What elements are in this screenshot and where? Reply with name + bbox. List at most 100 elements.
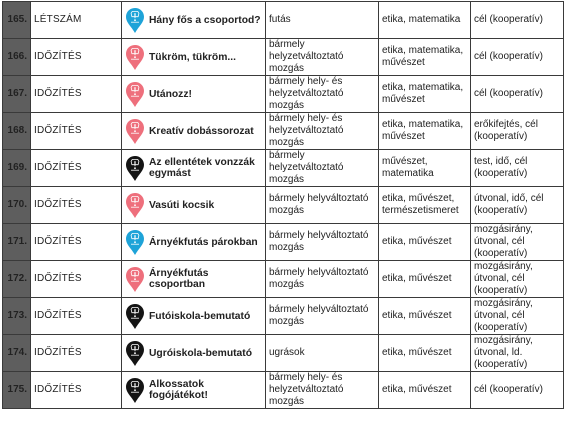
goals-cell: cél (kooperatív) xyxy=(470,75,564,113)
goals-cell: cél (kooperatív) xyxy=(470,1,564,39)
category-cell: IDŐZÍTÉS xyxy=(30,334,122,372)
row-number: 167. xyxy=(2,75,31,113)
activity-cell: bármely hely- és helyzetváltoztató mozgá… xyxy=(265,112,379,150)
table-row: 175. IDŐZÍTÉS Alkossatok fogójátékot! bárme… xyxy=(2,371,564,409)
row-number: 171. xyxy=(2,223,31,261)
game-name-cell: Utánozz! xyxy=(121,75,266,113)
table-row: 172. IDŐZÍTÉS Árnyékfutás csoportban bármel… xyxy=(2,260,564,298)
game-name-cell: Árnyékfutás csoportban xyxy=(121,260,266,298)
game-name-cell: Az ellentétek vonzzák egymást xyxy=(121,149,266,187)
game-name-wrapper: Kreatív dobássorozat xyxy=(125,118,262,145)
black-pin-icon xyxy=(125,155,145,182)
row-number: 166. xyxy=(2,38,31,76)
activity-cell: bármely helyzetváltoztató mozgás xyxy=(265,149,379,187)
black-pin-icon xyxy=(125,377,145,404)
goals-cell: mozgásirány, útvonal, ld. (kooperatív) xyxy=(470,334,564,372)
table-row: 171. IDŐZÍTÉS Árnyékfutás párokban bármely … xyxy=(2,223,564,261)
pink-pin-icon xyxy=(125,44,145,71)
goals-cell: mozgásirány, útvonal, cél (kooperatív) xyxy=(470,297,564,335)
activity-cell: bármely hely- és helyzetváltoztató mozgá… xyxy=(265,75,379,113)
row-number: 175. xyxy=(2,371,31,409)
game-name-cell: Tükröm, tükröm... xyxy=(121,38,266,76)
pink-pin-icon xyxy=(125,266,145,293)
game-name: Futóiskola-bemutató xyxy=(149,310,251,322)
category-cell: IDŐZÍTÉS xyxy=(30,112,122,150)
game-name: Alkossatok fogójátékot! xyxy=(149,379,208,401)
category-cell: IDŐZÍTÉS xyxy=(30,149,122,187)
subjects-cell: etika, művészet, természetismeret xyxy=(378,186,471,224)
activity-cell: ugrások xyxy=(265,334,379,372)
category-cell: IDŐZÍTÉS xyxy=(30,75,122,113)
game-name-cell: Kreatív dobássorozat xyxy=(121,112,266,150)
table-row: 166. IDŐZÍTÉS Tükröm, tükröm... bármely hel… xyxy=(2,38,564,76)
table-row: 165. LÉTSZÁM Hány fős a csoportod? futás eti… xyxy=(2,1,564,39)
subjects-cell: etika, matematika, művészet xyxy=(378,38,471,76)
subjects-cell: művészet, matematika xyxy=(378,149,471,187)
game-name-wrapper: Árnyékfutás párokban xyxy=(125,229,262,256)
category-cell: LÉTSZÁM xyxy=(30,1,122,39)
subjects-cell: etika, művészet xyxy=(378,260,471,298)
goals-cell: mozgásirány, útvonal, cél (kooperatív) xyxy=(470,260,564,298)
game-name-wrapper: Futóiskola-bemutató xyxy=(125,303,262,330)
game-name-cell: Ugróiskola-bemutató xyxy=(121,334,266,372)
activity-cell: futás xyxy=(265,1,379,39)
subjects-cell: etika, matematika, művészet xyxy=(378,112,471,150)
row-number: 170. xyxy=(2,186,31,224)
goals-cell: cél (kooperatív) xyxy=(470,371,564,409)
game-name: Utánozz! xyxy=(149,88,192,100)
category-cell: IDŐZÍTÉS xyxy=(30,260,122,298)
subjects-cell: etika, művészet xyxy=(378,297,471,335)
category-cell: IDŐZÍTÉS xyxy=(30,186,122,224)
subjects-cell: etika, művészet xyxy=(378,371,471,409)
category-cell: IDŐZÍTÉS xyxy=(30,38,122,76)
category-cell: IDŐZÍTÉS xyxy=(30,297,122,335)
game-name: Árnyékfutás párokban xyxy=(149,236,258,248)
row-number: 168. xyxy=(2,112,31,150)
game-name-wrapper: Ugróiskola-bemutató xyxy=(125,340,262,367)
game-name-cell: Árnyékfutás párokban xyxy=(121,223,266,261)
game-name-cell: Futóiskola-bemutató xyxy=(121,297,266,335)
game-name-wrapper: Alkossatok fogójátékot! xyxy=(125,377,262,404)
game-name: Ugróiskola-bemutató xyxy=(149,347,252,359)
row-number: 174. xyxy=(2,334,31,372)
game-name: Árnyékfutás csoportban xyxy=(149,268,209,290)
game-name: Az ellentétek vonzzák egymást xyxy=(149,157,255,179)
table-row: 174. IDŐZÍTÉS Ugróiskola-bemutató ugrások et… xyxy=(2,334,564,372)
subjects-cell: etika, művészet xyxy=(378,334,471,372)
goals-cell: útvonal, idő, cél (kooperatív) xyxy=(470,186,564,224)
goals-cell: cél (kooperatív) xyxy=(470,38,564,76)
activity-cell: bármely hely- és helyzetváltoztató mozgá… xyxy=(265,371,379,409)
game-name-wrapper: Utánozz! xyxy=(125,81,262,108)
pink-pin-icon xyxy=(125,118,145,145)
game-name-cell: Hány fős a csoportod? xyxy=(121,1,266,39)
subjects-cell: etika, matematika, művészet xyxy=(378,75,471,113)
blue-pin-icon xyxy=(125,229,145,256)
activity-cell: bármely helyváltoztató mozgás xyxy=(265,223,379,261)
black-pin-icon xyxy=(125,303,145,330)
row-number: 165. xyxy=(2,1,31,39)
game-name-wrapper: Árnyékfutás csoportban xyxy=(125,266,262,293)
table-row: 173. IDŐZÍTÉS Futóiskola-bemutató bármely h… xyxy=(2,297,564,335)
category-cell: IDŐZÍTÉS xyxy=(30,223,122,261)
goals-cell: erőkifejtés, cél (kooperatív) xyxy=(470,112,564,150)
row-number: 169. xyxy=(2,149,31,187)
activity-cell: bármely helyváltoztató mozgás xyxy=(265,260,379,298)
game-name-cell: Vasúti kocsik xyxy=(121,186,266,224)
game-name-wrapper: Az ellentétek vonzzák egymást xyxy=(125,155,262,182)
activity-cell: bármely helyváltoztató mozgás xyxy=(265,186,379,224)
game-name: Tükröm, tükröm... xyxy=(149,51,236,63)
goals-cell: mozgásirány, útvonal, cél (kooperatív) xyxy=(470,223,564,261)
game-name-wrapper: Vasúti kocsik xyxy=(125,192,262,219)
row-number: 172. xyxy=(2,260,31,298)
game-name-cell: Alkossatok fogójátékot! xyxy=(121,371,266,409)
pink-pin-icon xyxy=(125,192,145,219)
subjects-cell: etika, matematika xyxy=(378,1,471,39)
activity-cell: bármely helyváltoztató mozgás xyxy=(265,297,379,335)
subjects-cell: etika, művészet xyxy=(378,223,471,261)
game-name: Kreatív dobássorozat xyxy=(149,125,254,137)
game-name-wrapper: Tükröm, tükröm... xyxy=(125,44,262,71)
table-row: 167. IDŐZÍTÉS Utánozz! bármely hely- és hel… xyxy=(2,75,564,113)
row-number: 173. xyxy=(2,297,31,335)
activity-cell: bármely helyzetváltoztató mozgás xyxy=(265,38,379,76)
category-cell: IDŐZÍTÉS xyxy=(30,371,122,409)
